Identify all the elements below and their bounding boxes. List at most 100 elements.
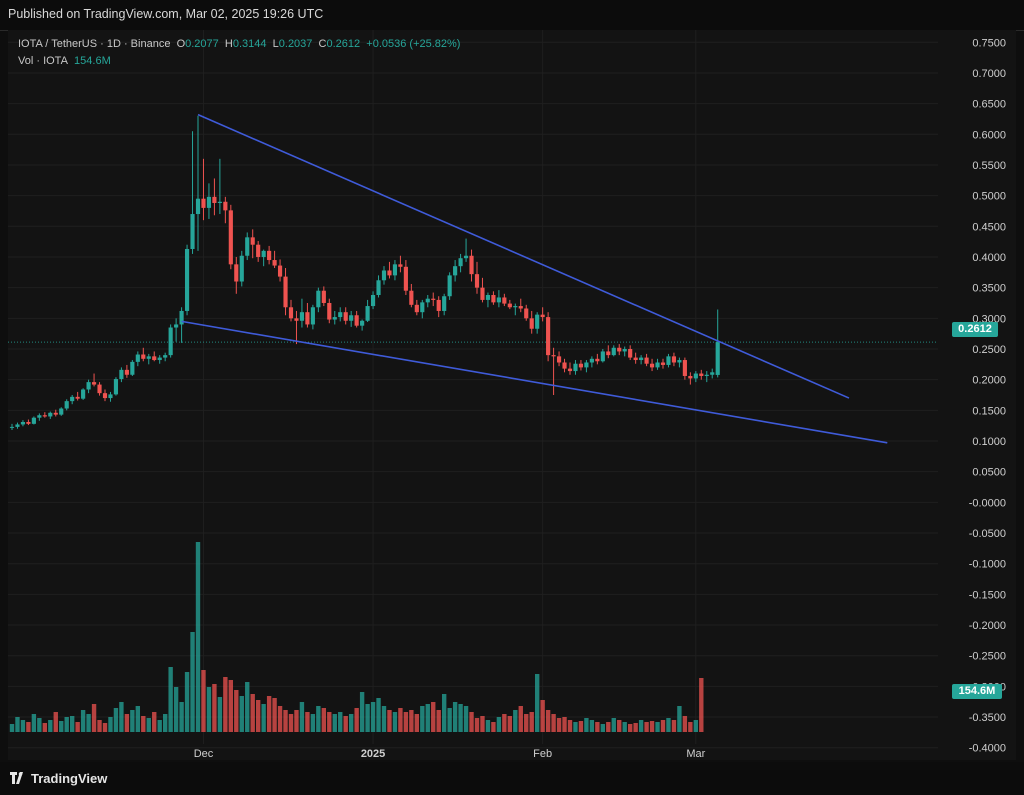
volume-bar xyxy=(310,714,316,732)
volume-bar xyxy=(600,724,606,732)
y-tick-label: -0.0000 xyxy=(969,497,1006,509)
open-value: 0.2077 xyxy=(185,38,219,50)
candle-body xyxy=(381,270,387,281)
candle-body xyxy=(349,315,354,321)
candle-body xyxy=(305,312,310,325)
y-tick-label: 0.1500 xyxy=(972,405,1006,417)
candle-body xyxy=(239,255,244,282)
volume-bar xyxy=(513,710,518,732)
volume-bar xyxy=(595,722,600,732)
volume-bar xyxy=(496,717,502,732)
volume-bar xyxy=(474,718,480,732)
volume-bar xyxy=(452,702,458,732)
candle-body xyxy=(589,358,594,363)
candle-body xyxy=(119,369,124,380)
candle-body xyxy=(699,373,704,376)
price-chart[interactable]: 0.7500 0.7000 0.6500 0.6000 0.5500 0.5000 0.45… xyxy=(8,30,1016,760)
volume-bar xyxy=(119,702,124,732)
volume-bar xyxy=(425,704,430,732)
volume-bar xyxy=(37,718,42,732)
volume-bar xyxy=(414,714,420,732)
candle-body xyxy=(688,375,693,379)
volume-bar xyxy=(294,710,299,732)
volume-bar xyxy=(338,712,343,732)
candle-body xyxy=(639,357,644,361)
candle-body xyxy=(146,356,151,359)
volume-bar xyxy=(354,708,359,732)
volume-bar xyxy=(507,716,513,732)
candle-body xyxy=(535,314,540,329)
candle-body xyxy=(195,198,201,215)
candle-body xyxy=(31,417,36,424)
candle-body xyxy=(332,317,337,320)
candle-body xyxy=(91,382,97,385)
volume-bar xyxy=(638,720,644,732)
open-label: O xyxy=(176,38,186,50)
tradingview-brand: TradingView xyxy=(31,771,108,786)
volume-bar xyxy=(688,722,693,732)
volume-bar xyxy=(693,720,699,732)
volume-bar xyxy=(409,710,414,732)
volume-bar xyxy=(217,697,223,732)
volume-bar xyxy=(606,722,611,732)
volume-bar xyxy=(223,677,228,732)
volume-label[interactable]: Vol · IOTA xyxy=(18,55,68,67)
volume-bar xyxy=(458,704,463,732)
volume-bar xyxy=(534,674,540,732)
volume-bar xyxy=(529,712,534,732)
y-tick-label: -0.2500 xyxy=(969,651,1006,663)
volume-bar xyxy=(584,718,589,732)
candle-body xyxy=(37,415,42,418)
candle-body xyxy=(245,237,250,256)
candle-body xyxy=(343,312,348,321)
volume-bar xyxy=(146,718,151,732)
candle-body xyxy=(666,356,671,365)
candle-body xyxy=(53,412,58,415)
candle-body xyxy=(655,362,660,368)
candle-body xyxy=(354,315,359,326)
candle-body xyxy=(447,275,452,297)
legend-symbol[interactable]: IOTA / TetherUS · 1D · Binance xyxy=(18,38,171,50)
volume-bar xyxy=(627,724,633,732)
y-tick-label: -0.1000 xyxy=(969,559,1006,571)
candle-body xyxy=(540,314,545,318)
y-tick-label: 0.3500 xyxy=(972,283,1006,295)
volume-bar xyxy=(343,716,348,732)
candle-body xyxy=(633,357,638,361)
volume-bar xyxy=(660,720,666,732)
volume-bar xyxy=(551,714,556,732)
candle-body xyxy=(693,373,698,379)
candle-body xyxy=(26,421,31,424)
candle-body xyxy=(174,324,179,328)
legend-ohlc-row: IOTA / TetherUS · 1D · Binance O0.2077 H… xyxy=(18,36,460,53)
candle-body xyxy=(578,363,584,368)
candle-body xyxy=(141,354,146,359)
tradingview-logo[interactable]: TradingView xyxy=(10,771,107,786)
volume-bar xyxy=(387,710,392,732)
footer: TradingView xyxy=(0,762,1024,795)
volume-bar xyxy=(370,702,376,732)
volume-bar xyxy=(277,706,283,732)
volume-bar xyxy=(644,722,649,732)
volume-bar xyxy=(573,722,578,732)
volume-bar xyxy=(463,706,469,732)
x-tick-label: Mar xyxy=(686,748,705,760)
volume-bar xyxy=(234,690,239,732)
candle-body xyxy=(436,299,441,311)
candle-body xyxy=(617,347,622,352)
volume-bar xyxy=(633,723,638,732)
low-value: 0.2037 xyxy=(278,38,313,50)
close-label: C xyxy=(318,38,327,50)
y-tick-label: 0.4000 xyxy=(972,252,1006,264)
volume-bar xyxy=(365,704,370,732)
volume-bar xyxy=(53,712,58,732)
volume-bar xyxy=(283,710,288,732)
last-volume-badge: 154.6M xyxy=(952,684,1002,699)
volume-bar xyxy=(305,712,310,732)
volume-bar xyxy=(485,720,491,732)
candle-body xyxy=(710,372,715,375)
volume-bar xyxy=(359,692,365,732)
volume-bar xyxy=(212,684,217,732)
y-tick-label: 0.4500 xyxy=(972,221,1006,233)
chart-panel[interactable]: 0.7500 0.7000 0.6500 0.6000 0.5500 0.5000 0.45… xyxy=(8,30,1016,760)
